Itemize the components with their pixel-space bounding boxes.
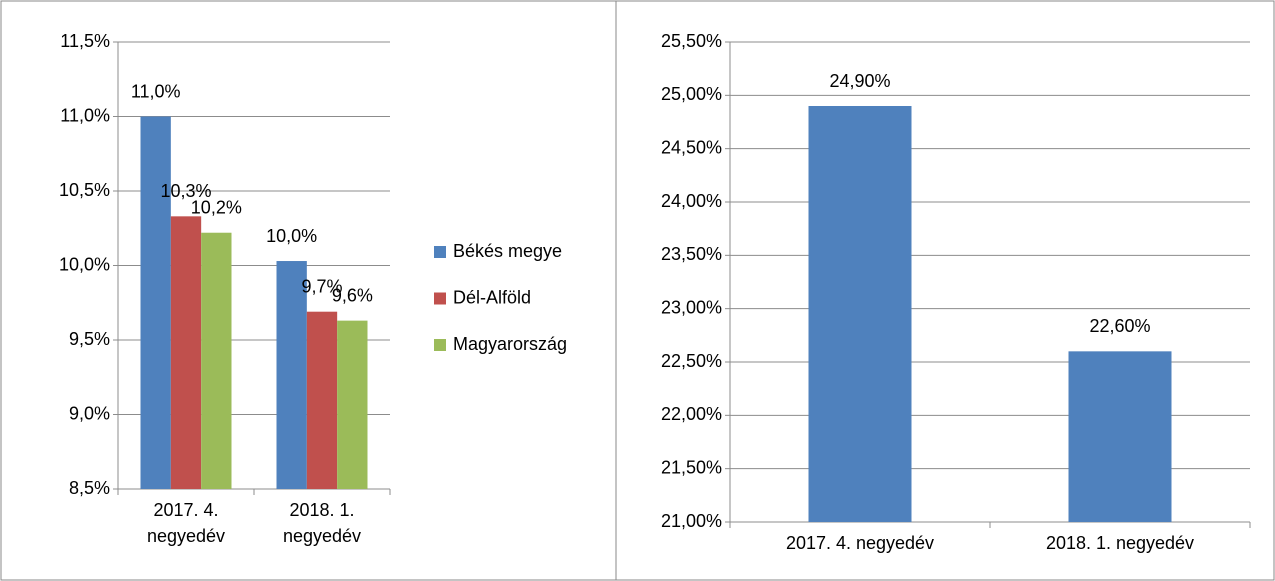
y-tick-label: 10,5% [59,180,110,200]
legend-label: Békés megye [453,241,562,261]
y-tick-label: 25,50% [661,31,722,51]
y-tick-label: 11,0% [60,105,110,125]
bar [808,106,912,522]
y-tick-label: 24,00% [661,191,722,211]
y-tick-label: 11,5% [60,31,110,51]
data-label: 24,90% [829,71,890,91]
x-tick-label: 2017. 4. negyedév [146,500,226,546]
y-tick-label: 21,50% [661,457,722,477]
bar [276,261,307,489]
bar [1068,351,1172,522]
data-label: 9,6% [332,285,373,305]
y-tick-label: 24,50% [661,137,722,157]
bar [306,311,338,489]
y-tick-label: 23,00% [661,297,722,317]
x-tick-label: 2018. 1. negyedév [282,500,362,546]
y-tick-label: 22,50% [661,351,722,371]
bar [140,116,171,489]
x-tick-label: 2017. 4. negyedév [785,533,935,553]
y-tick-label: 9,5% [69,329,110,349]
y-tick-label: 10,0% [59,254,110,274]
data-label: 11,0% [131,81,181,101]
legend-label: Magyarország [453,334,567,354]
legend-swatch [434,339,446,351]
y-tick-label: 8,5% [69,478,110,498]
y-tick-label: 25,00% [661,84,722,104]
right-panel-border [615,0,1275,581]
data-label: 9,7% [301,276,342,296]
data-label: 10,3% [160,181,211,201]
legend-swatch [434,292,446,305]
bar [170,216,202,489]
data-label: 22,60% [1089,316,1150,336]
legend-swatch [434,246,446,258]
y-tick-label: 23,50% [661,244,722,264]
bar [201,232,232,489]
data-label: 10,0% [266,226,317,246]
x-tick-label: 2018. 1. negyedév [1045,533,1195,553]
legend-label: Dél-Alföld [453,287,531,307]
y-tick-label: 22,00% [661,404,722,424]
y-tick-label: 9,0% [69,403,110,423]
data-label: 10,2% [191,197,242,217]
bar [337,320,368,489]
y-tick-label: 21,00% [661,511,722,531]
